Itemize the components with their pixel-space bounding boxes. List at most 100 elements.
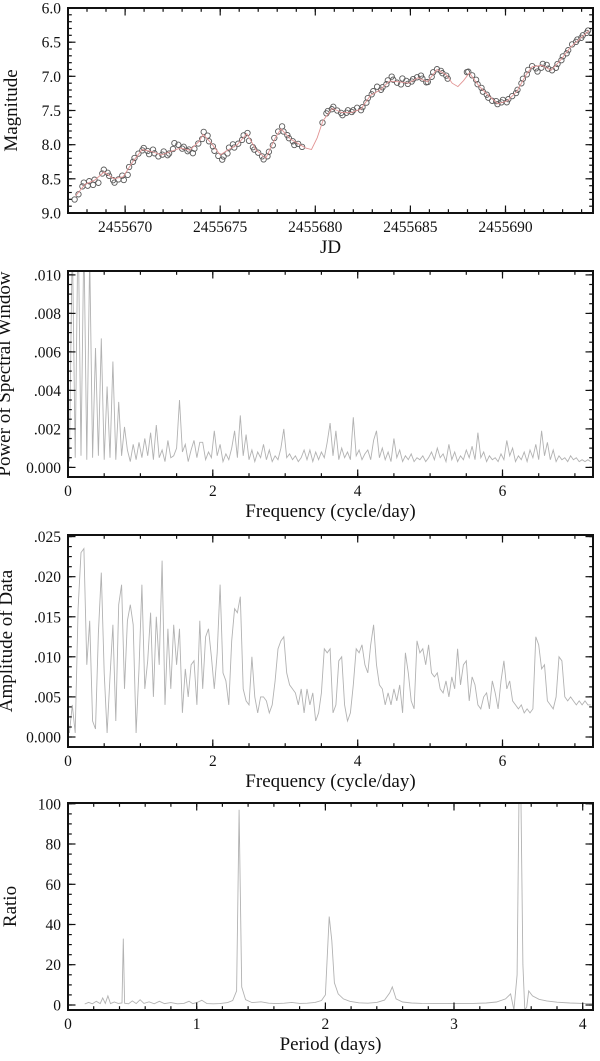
data-point <box>135 150 142 157</box>
data-point <box>523 71 530 78</box>
data-point <box>534 68 541 75</box>
y-tick-label: .010 <box>34 649 61 666</box>
data-point <box>478 84 485 92</box>
data-point <box>509 92 516 100</box>
data-point <box>298 143 306 151</box>
data-point <box>140 144 147 152</box>
plot-frame <box>67 534 594 748</box>
y-tick-label: 6.0 <box>42 1 62 18</box>
x-tick-label: 0 <box>64 483 72 500</box>
data-point <box>180 143 187 150</box>
data-point <box>584 27 592 34</box>
x-tick-label: 0 <box>64 753 72 770</box>
x-tick-label: 2455685 <box>383 219 438 236</box>
y-tick-label: .025 <box>34 529 61 546</box>
data-point <box>330 103 337 110</box>
x-tick-label: 2455675 <box>193 219 248 236</box>
data-point <box>474 81 481 88</box>
x-tick-label: 0 <box>64 1016 72 1033</box>
y-tick-label: 0.000 <box>26 460 61 477</box>
y-tick-label: .010 <box>34 267 61 284</box>
x-tick-label: 2455690 <box>478 219 533 236</box>
data-point <box>319 119 326 126</box>
data-point <box>443 72 450 79</box>
data-point <box>285 135 293 142</box>
data-point <box>255 149 262 156</box>
series-fit-curve <box>75 30 590 197</box>
data-point <box>95 179 102 186</box>
data-point <box>105 172 113 179</box>
data-point <box>518 80 525 87</box>
data-point <box>558 57 565 64</box>
y-tick-label: .004 <box>34 383 61 400</box>
y-tick-label: 20 <box>46 957 62 974</box>
series-amplitude <box>68 547 591 734</box>
data-point <box>368 91 375 98</box>
x-tick-label: 2 <box>209 483 217 500</box>
y-tick-label: .006 <box>34 344 61 361</box>
x-tick-label: 4 <box>354 483 362 500</box>
y-tick-label: .015 <box>34 609 61 626</box>
x-axis-label: Frequency (cycle/day) <box>245 771 415 792</box>
data-point <box>379 84 386 91</box>
plot-frame <box>67 802 594 1011</box>
y-tick-label: 0.000 <box>26 729 61 746</box>
data-point <box>75 191 82 198</box>
y-tick-label: 8.0 <box>42 137 62 154</box>
data-point <box>364 94 371 102</box>
x-tick-label: 6 <box>499 753 507 770</box>
x-tick-label: 6 <box>499 483 507 500</box>
series-ratio <box>84 803 593 1010</box>
data-point <box>444 75 451 82</box>
x-tick-label: 2 <box>209 753 217 770</box>
x-axis-label: JD <box>320 237 341 258</box>
x-tick-label: 4 <box>354 753 362 770</box>
data-point <box>209 143 217 150</box>
y-tick-label: 6.5 <box>42 35 62 52</box>
data-point <box>393 79 401 86</box>
y-tick-label: 8.5 <box>42 171 62 188</box>
y-tick-label: .005 <box>34 689 61 706</box>
y-tick-label: .008 <box>34 306 61 323</box>
y-tick-label: 40 <box>46 917 62 934</box>
data-point <box>574 36 581 43</box>
data-point <box>479 88 487 95</box>
data-point <box>184 148 191 155</box>
data-point <box>469 72 476 79</box>
data-point <box>131 154 138 162</box>
data-point <box>359 103 366 111</box>
data-point <box>505 96 512 103</box>
data-point <box>291 141 298 149</box>
data-point <box>219 156 226 163</box>
data-point <box>539 60 546 68</box>
data-point <box>565 47 572 54</box>
panel-amplitude-spectrum: 0 2 4 6 .025 .020 .015 .010 .005 0.000 Frequency (… <box>0 529 594 792</box>
y-tick-label: .002 <box>34 421 61 438</box>
y-tick-label: 100 <box>38 796 62 813</box>
y-tick-label: 80 <box>46 837 62 854</box>
data-point <box>125 163 133 171</box>
y-axis-label: Amplitude of Data <box>0 569 17 712</box>
data-point <box>494 100 501 108</box>
data-point <box>284 132 291 139</box>
data-point <box>512 89 520 97</box>
x-tick-label: 2455680 <box>288 219 343 236</box>
data-point <box>348 108 355 116</box>
data-point <box>433 66 441 73</box>
data-point <box>171 139 178 147</box>
data-point <box>280 128 287 135</box>
y-tick-label: 60 <box>46 877 62 894</box>
data-point <box>238 136 246 144</box>
data-point <box>295 140 302 148</box>
data-point <box>169 145 177 153</box>
data-point <box>289 138 296 145</box>
y-axis-label: Magnitude <box>1 69 22 151</box>
y-axis-label: Ratio <box>0 886 21 927</box>
y-tick-label: 0 <box>53 997 61 1014</box>
data-point <box>120 176 127 184</box>
data-point <box>514 86 521 93</box>
data-point <box>424 78 431 86</box>
y-tick-label: 9.0 <box>42 206 62 223</box>
